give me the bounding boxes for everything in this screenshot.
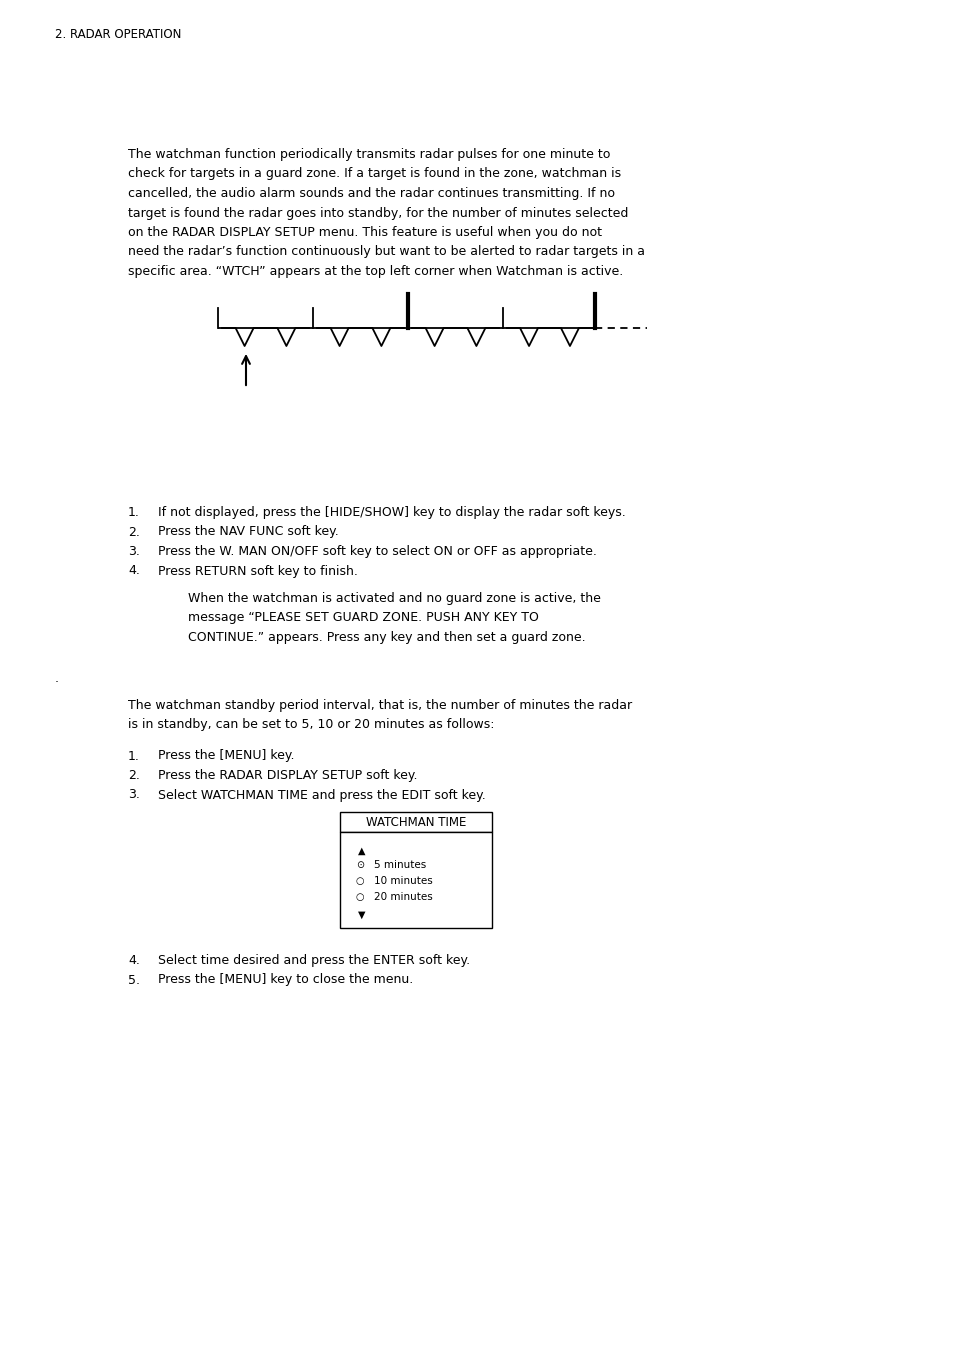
Text: ⊙: ⊙ — [355, 861, 364, 870]
Text: Select WATCHMAN TIME and press the EDIT soft key.: Select WATCHMAN TIME and press the EDIT … — [158, 789, 485, 801]
Text: 2.: 2. — [128, 769, 140, 782]
Text: 20 minutes: 20 minutes — [374, 892, 433, 902]
Text: 4.: 4. — [128, 954, 140, 967]
Text: 3.: 3. — [128, 789, 140, 801]
Text: 1.: 1. — [128, 507, 140, 519]
Text: ▼: ▼ — [358, 911, 365, 920]
Text: Press the RADAR DISPLAY SETUP soft key.: Press the RADAR DISPLAY SETUP soft key. — [158, 769, 417, 782]
Text: check for targets in a guard zone. If a target is found in the zone, watchman is: check for targets in a guard zone. If a … — [128, 168, 620, 181]
Text: When the watchman is activated and no guard zone is active, the: When the watchman is activated and no gu… — [188, 592, 600, 605]
Text: The watchman standby period interval, that is, the number of minutes the radar: The watchman standby period interval, th… — [128, 698, 632, 712]
Text: Press the NAV FUNC soft key.: Press the NAV FUNC soft key. — [158, 526, 338, 539]
Text: Press RETURN soft key to finish.: Press RETURN soft key to finish. — [158, 565, 357, 577]
Text: message “PLEASE SET GUARD ZONE. PUSH ANY KEY TO: message “PLEASE SET GUARD ZONE. PUSH ANY… — [188, 612, 538, 624]
Text: ○: ○ — [355, 875, 364, 886]
Text: Press the [MENU] key to close the menu.: Press the [MENU] key to close the menu. — [158, 974, 413, 986]
Text: ▲: ▲ — [358, 846, 365, 857]
Text: 2. RADAR OPERATION: 2. RADAR OPERATION — [55, 28, 181, 41]
Text: specific area. “WTCH” appears at the top left corner when Watchman is active.: specific area. “WTCH” appears at the top… — [128, 265, 622, 278]
Bar — [339, 812, 492, 832]
Text: Press the [MENU] key.: Press the [MENU] key. — [158, 750, 294, 762]
Text: ○: ○ — [355, 892, 364, 902]
Text: is in standby, can be set to 5, 10 or 20 minutes as follows:: is in standby, can be set to 5, 10 or 20… — [128, 717, 494, 731]
Text: 10 minutes: 10 minutes — [374, 875, 433, 886]
Text: 3.: 3. — [128, 544, 140, 558]
Text: Select time desired and press the ENTER soft key.: Select time desired and press the ENTER … — [158, 954, 470, 967]
Text: 5 minutes: 5 minutes — [374, 861, 426, 870]
Text: 4.: 4. — [128, 565, 140, 577]
Text: The watchman function periodically transmits radar pulses for one minute to: The watchman function periodically trans… — [128, 149, 610, 161]
Text: on the RADAR DISPLAY SETUP menu. This feature is useful when you do not: on the RADAR DISPLAY SETUP menu. This fe… — [128, 226, 601, 239]
Text: need the radar’s function continuously but want to be alerted to radar targets i: need the radar’s function continuously b… — [128, 246, 644, 258]
Text: CONTINUE.” appears. Press any key and then set a guard zone.: CONTINUE.” appears. Press any key and th… — [188, 631, 585, 644]
Text: cancelled, the audio alarm sounds and the radar continues transmitting. If no: cancelled, the audio alarm sounds and th… — [128, 186, 615, 200]
Text: If not displayed, press the [HIDE/SHOW] key to display the radar soft keys.: If not displayed, press the [HIDE/SHOW] … — [158, 507, 625, 519]
Text: 1.: 1. — [128, 750, 140, 762]
Text: 2.: 2. — [128, 526, 140, 539]
Text: WATCHMAN TIME: WATCHMAN TIME — [365, 816, 466, 828]
Text: target is found the radar goes into standby, for the number of minutes selected: target is found the radar goes into stan… — [128, 207, 628, 219]
Text: .: . — [55, 673, 59, 685]
Text: Press the W. MAN ON/OFF soft key to select ON or OFF as appropriate.: Press the W. MAN ON/OFF soft key to sele… — [158, 544, 597, 558]
Bar — [339, 832, 492, 928]
Text: 5.: 5. — [128, 974, 140, 986]
